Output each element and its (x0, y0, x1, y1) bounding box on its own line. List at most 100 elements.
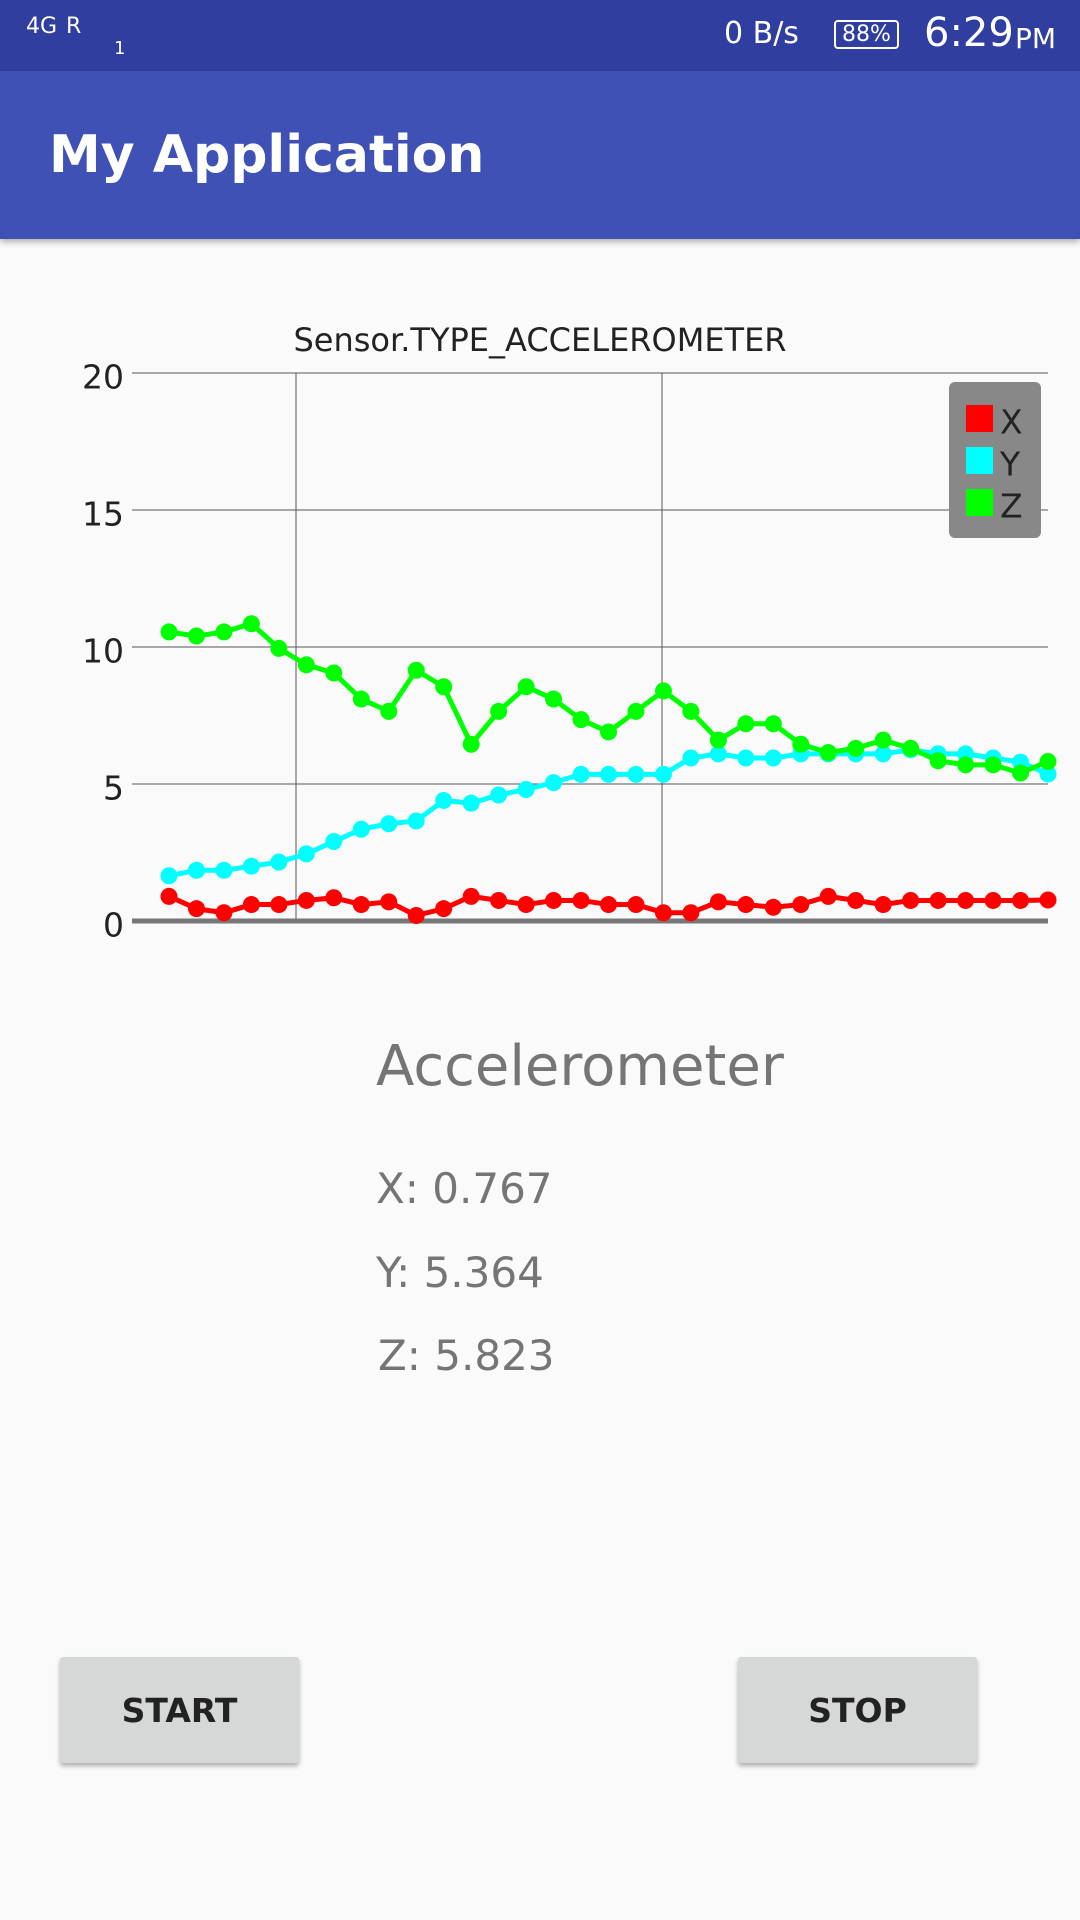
data-point (462, 794, 480, 812)
data-point (160, 887, 178, 905)
data-point (187, 900, 205, 918)
data-point (242, 857, 260, 875)
data-point (187, 861, 205, 879)
chart: Sensor.TYPE_ACCELEROMETER 0 5 10 15 20 XYZ (82, 321, 1057, 945)
data-point (490, 891, 508, 909)
data-point (297, 845, 315, 863)
data-point (1039, 752, 1057, 770)
data-point (1012, 891, 1030, 909)
battery: 88% (834, 20, 899, 49)
data-point (490, 786, 508, 804)
data-point (737, 749, 755, 767)
data-point (380, 893, 398, 911)
data-point (902, 891, 920, 909)
legend-label: Z (1000, 487, 1023, 526)
data-point (270, 639, 288, 657)
data-point (462, 887, 480, 905)
data-point (490, 702, 508, 720)
data-point (545, 774, 563, 792)
data-point (682, 904, 700, 922)
app-bar: My Application (0, 71, 1080, 239)
data-point (352, 896, 370, 914)
time: 6:29 (924, 10, 1014, 56)
sim: 1 (114, 38, 126, 59)
data-point (709, 731, 727, 749)
data-point (682, 702, 700, 720)
data-point (1012, 764, 1030, 782)
data-point (764, 898, 782, 916)
data-point (435, 900, 453, 918)
data-point (764, 715, 782, 733)
data-point (600, 896, 617, 914)
data-point (957, 891, 975, 909)
data-point (654, 682, 672, 700)
reading-x: X: 0.767 (376, 1164, 553, 1213)
data-point (380, 815, 398, 833)
data-point (545, 891, 563, 909)
data-point (902, 739, 920, 757)
y-tick-label: 5 (103, 769, 124, 808)
legend-swatch (966, 405, 993, 432)
data-point (297, 656, 315, 674)
data-point (792, 735, 810, 753)
data-point (929, 752, 947, 770)
data-point (160, 623, 178, 641)
data-point (847, 739, 865, 757)
data-point (600, 723, 617, 741)
data-point (572, 711, 590, 729)
data-point (1039, 891, 1057, 909)
data-point (709, 893, 727, 911)
data-point (407, 907, 425, 925)
data-point (160, 867, 178, 885)
data-point (215, 861, 233, 879)
speed: 0 B/s (724, 16, 799, 51)
sensor-heading: Accelerometer (376, 1034, 784, 1099)
data-point (874, 745, 892, 763)
roaming: R (66, 14, 82, 39)
y-tick-label: 20 (82, 358, 124, 397)
data-point (407, 661, 425, 679)
data-point (957, 756, 975, 774)
data-point (600, 765, 617, 783)
data-point (325, 889, 343, 907)
data-point (929, 891, 947, 909)
data-point (627, 896, 645, 914)
data-point (545, 690, 563, 708)
data-point (270, 896, 288, 914)
data-point (517, 896, 535, 914)
data-point (984, 891, 1002, 909)
data-point (819, 743, 837, 761)
data-point (215, 623, 233, 641)
data-point (242, 615, 260, 633)
network: 4G (26, 14, 58, 39)
data-point (984, 756, 1002, 774)
data-point (297, 891, 315, 909)
data-point (654, 765, 672, 783)
data-point (407, 812, 425, 830)
start-button[interactable]: START (60, 1657, 299, 1763)
data-point (737, 896, 755, 914)
reading-z: Z: 5.823 (378, 1331, 555, 1380)
legend-label: Y (999, 445, 1021, 484)
legend-swatch (966, 489, 993, 516)
status-bar: 4G R 1 0 B/s 88% 6:29 PM (0, 0, 1080, 71)
reading-y: Y: 5.364 (376, 1248, 544, 1297)
y-tick-label: 10 (82, 632, 124, 671)
data-point (325, 833, 343, 851)
data-point (572, 891, 590, 909)
data-point (627, 765, 645, 783)
legend-box (949, 382, 1041, 538)
data-point (435, 678, 453, 696)
chart-title: Sensor.TYPE_ACCELEROMETER (293, 321, 786, 359)
data-point (709, 745, 727, 763)
stop-button[interactable]: STOP (738, 1657, 977, 1763)
data-point (242, 896, 260, 914)
data-point (187, 627, 205, 645)
data-point (352, 690, 370, 708)
data-point (325, 664, 343, 682)
data-point (572, 765, 590, 783)
data-point (737, 715, 755, 733)
data-point (874, 731, 892, 749)
data-point (627, 702, 645, 720)
